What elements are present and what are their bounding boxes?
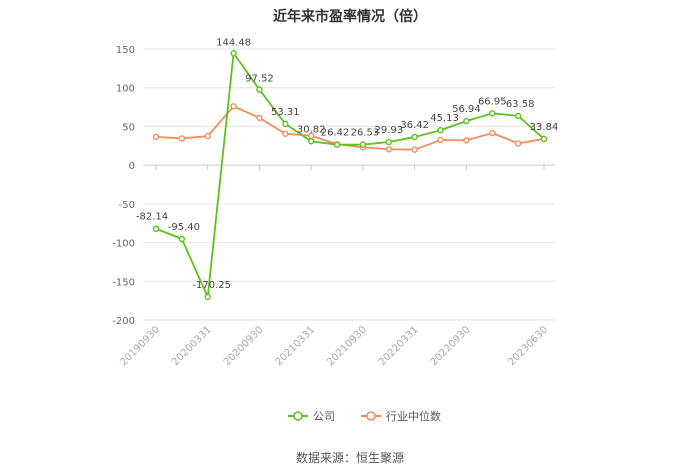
y-tick-label: -200 [112, 316, 135, 327]
company-data-point [385, 138, 392, 146]
company-data-point [178, 235, 186, 243]
company-data-label: 30.82 [297, 124, 326, 135]
company-data-label: 26.53 [351, 128, 380, 139]
company-data-point [282, 120, 289, 128]
company-data-label: -170.25 [192, 280, 231, 291]
y-tick-label: 50 [122, 122, 135, 133]
company-data-label: 45.13 [430, 113, 459, 124]
company-data-label: 29.93 [374, 125, 403, 136]
company-data-point [152, 225, 160, 232]
industry-median-data-point [463, 137, 470, 144]
x-tick-label: 20210930 [325, 324, 369, 368]
company-data-label: 144.48 [216, 37, 251, 48]
industry-median-data-point [230, 103, 237, 110]
industry-median-data-point [385, 146, 392, 153]
industry-median-data-point [178, 135, 186, 142]
x-tick-label: 20230630 [506, 324, 550, 368]
y-tick-label: -100 [112, 239, 135, 250]
company-data-point [437, 126, 444, 134]
industry-median-data-point [514, 140, 522, 147]
industry-median-data-point [256, 114, 263, 122]
company-data-label: -95.40 [168, 222, 200, 233]
company-data-point [359, 141, 367, 148]
industry-median-data-point [437, 136, 444, 144]
company-data-point [489, 110, 496, 117]
industry-median-data-point [411, 146, 418, 153]
x-tick-label: 20200331 [170, 324, 214, 368]
industry-median-data-point [489, 129, 496, 137]
company-data-point [463, 117, 470, 125]
legend-industry-label: 行业中位数 [386, 409, 441, 423]
x-tick-label: 20190930 [118, 324, 162, 368]
company-data-label: 33.84 [530, 122, 559, 133]
company-data-label: 26.42 [321, 128, 350, 139]
x-tick-label: 20200930 [222, 324, 266, 368]
industry-median-series-line [155, 105, 545, 151]
x-tick-label: 20220331 [377, 324, 421, 368]
company-data-point [308, 138, 315, 145]
company-data-label: 97.52 [245, 74, 274, 85]
legend-company-label: 公司 [313, 410, 335, 423]
x-tick-label: 20220930 [429, 324, 473, 368]
company-data-point [540, 135, 548, 143]
company-data-point [411, 133, 418, 141]
data-source: 数据来源：恒生聚源 [295, 451, 404, 465]
company-data-point [333, 141, 341, 148]
y-tick-label: -150 [112, 277, 135, 288]
company-series-line [155, 50, 545, 301]
legend-company-marker [293, 411, 303, 421]
company-data-point [514, 112, 522, 120]
company-data-label: 53.31 [271, 107, 300, 118]
company-data-label: -82.14 [136, 212, 168, 223]
y-tick-label: 100 [116, 84, 135, 95]
company-data-point [256, 86, 263, 93]
legend-industry-marker [366, 411, 376, 421]
y-tick-label: 150 [116, 45, 135, 56]
chart-title: 近年来市盈率情况（倍） [273, 9, 427, 25]
company-data-label: 56.94 [452, 104, 481, 115]
company-data-label: 36.42 [400, 120, 429, 131]
industry-median-data-point [204, 132, 211, 140]
company-data-label: 63.58 [506, 99, 535, 110]
company-data-label: 66.95 [478, 96, 507, 107]
industry-median-data-point [282, 130, 289, 137]
x-tick-label: 20210331 [274, 324, 318, 368]
company-data-point [204, 293, 211, 301]
y-tick-label: -50 [119, 200, 135, 211]
industry-median-data-point [152, 133, 160, 141]
company-data-point [230, 50, 237, 57]
y-tick-label: 0 [129, 161, 135, 172]
